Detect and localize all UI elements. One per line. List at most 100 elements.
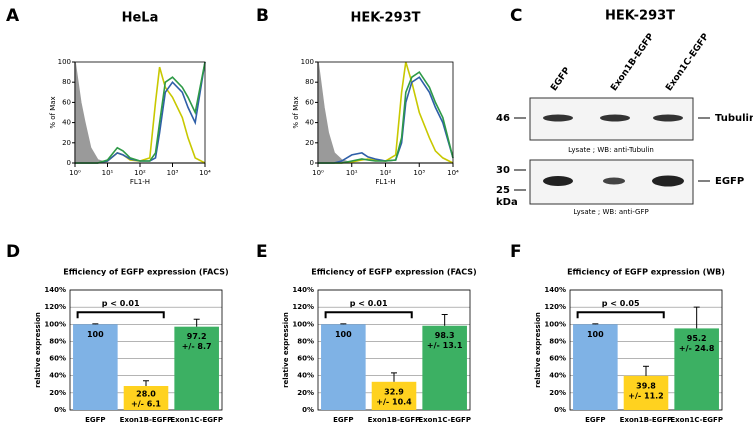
y-tick-label: 40%	[49, 372, 66, 380]
band	[603, 177, 625, 185]
chart-title: Efficiency of EGFP expression (FACS)	[311, 268, 476, 277]
x-tick-label: 10¹	[102, 169, 114, 177]
bar	[674, 328, 719, 410]
y-axis-label: relative expression	[34, 312, 42, 388]
value-label: 39.8	[636, 381, 656, 390]
y-tick-label: 40	[62, 119, 71, 127]
bar	[371, 381, 417, 410]
band	[653, 114, 683, 122]
significance-label: p < 0.05	[602, 299, 640, 308]
y-axis-label: % of Max	[292, 96, 300, 128]
chart-title: HeLa	[122, 11, 159, 26]
marker-label: 25	[496, 185, 510, 196]
y-tick-label: 100	[58, 58, 71, 66]
value-label: 95.2	[687, 334, 707, 343]
panel-label: C	[510, 6, 522, 26]
bar	[321, 324, 366, 410]
x-tick-label: EGFP	[85, 416, 105, 424]
bar	[422, 325, 467, 410]
error-label: +/- 13.1	[427, 341, 463, 350]
y-tick-label: 100	[301, 58, 314, 66]
y-tick-label: 60	[62, 98, 71, 106]
value-label: 100	[87, 330, 104, 339]
blot-caption: Lysate ; WB: anti-GFP	[573, 208, 648, 216]
x-tick-label: 10⁰	[312, 169, 324, 177]
y-tick-label: 100%	[544, 320, 566, 328]
y-tick-label: 60%	[297, 355, 314, 363]
value-label: 100	[587, 330, 604, 339]
x-tick-label: Exon1C-EGFP	[170, 416, 223, 424]
unit-label: kDa	[496, 197, 518, 208]
band	[543, 114, 573, 122]
x-tick-label: Exon1B-EGFP	[620, 416, 673, 424]
plot-frame	[317, 61, 454, 164]
histogram-line	[318, 76, 454, 164]
y-tick-label: 120%	[292, 303, 314, 311]
chart-title: HEK-293T	[350, 11, 420, 26]
bar	[623, 375, 669, 410]
x-tick-label: 10³	[413, 169, 425, 177]
y-tick-label: 20%	[549, 389, 566, 397]
lane-label: Exon1B-EGFP	[609, 32, 656, 94]
y-tick-label: 80	[305, 78, 314, 86]
panel-label: F	[510, 242, 522, 262]
x-axis-label: FL1-H	[375, 178, 395, 186]
chart-title: Efficiency of EGFP expression (WB)	[567, 268, 725, 277]
value-label: 100	[335, 330, 352, 339]
marker-label: 30	[496, 165, 510, 176]
y-tick-label: 120%	[544, 303, 566, 311]
histogram-line	[318, 70, 454, 164]
y-tick-label: 120%	[44, 303, 66, 311]
target-label: EGFP	[715, 176, 744, 187]
value-label: 97.2	[187, 332, 207, 341]
histogram-line	[75, 66, 206, 164]
y-tick-label: 60%	[549, 355, 566, 363]
y-tick-label: 0%	[54, 406, 66, 414]
y-tick-label: 80	[62, 78, 71, 86]
error-label: +/- 11.2	[628, 391, 663, 400]
y-tick-label: 80%	[549, 337, 566, 345]
histogram-line	[74, 61, 205, 164]
histogram-line	[75, 61, 206, 164]
band	[600, 114, 630, 122]
bar	[73, 324, 118, 410]
x-tick-label: Exon1B-EGFP	[120, 416, 173, 424]
value-label: 32.9	[384, 387, 404, 396]
error-label: +/- 6.1	[131, 400, 161, 409]
y-tick-label: 140%	[44, 286, 66, 294]
y-axis-label: relative expression	[282, 312, 290, 388]
target-label: Tubulin	[715, 113, 753, 124]
y-tick-label: 60%	[49, 355, 66, 363]
y-axis-label: % of Max	[49, 96, 57, 128]
panel-label: B	[256, 6, 269, 26]
y-tick-label: 80%	[297, 337, 314, 345]
panel-label: A	[6, 6, 20, 26]
x-tick-label: EGFP	[585, 416, 605, 424]
y-tick-label: 20	[305, 139, 314, 147]
plot-frame	[74, 61, 206, 164]
x-tick-label: 10²	[134, 169, 146, 177]
y-axis-label: relative expression	[534, 312, 542, 388]
y-tick-label: 80%	[49, 337, 66, 345]
y-tick-label: 20%	[49, 389, 66, 397]
error-label: +/- 10.4	[376, 397, 412, 406]
y-tick-label: 20%	[297, 389, 314, 397]
band	[652, 175, 684, 187]
significance-bracket	[324, 311, 413, 319]
lane-label: EGFP	[549, 66, 572, 94]
x-tick-label: Exon1C-EGFP	[418, 416, 471, 424]
marker-label: 46	[496, 113, 510, 124]
histogram-line	[75, 61, 206, 164]
panel-label: E	[256, 242, 268, 262]
x-tick-label: 10⁰	[69, 169, 81, 177]
histogram-line	[318, 61, 454, 164]
bar	[174, 326, 219, 410]
y-tick-label: 20	[62, 139, 71, 147]
x-axis-label: FL1-H	[130, 178, 150, 186]
x-tick-label: Exon1B-EGFP	[368, 416, 421, 424]
x-tick-label: 10⁴	[447, 169, 459, 177]
bar	[123, 386, 169, 410]
x-tick-label: 10²	[380, 169, 392, 177]
significance-bracket	[576, 311, 665, 319]
